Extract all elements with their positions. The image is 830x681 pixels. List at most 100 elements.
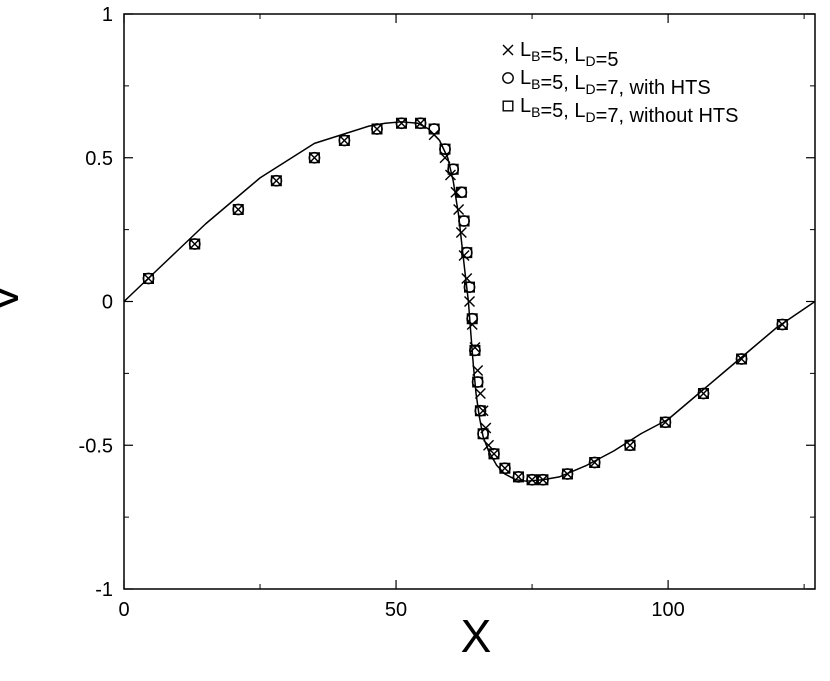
series-3 — [142, 117, 788, 486]
data-point — [189, 238, 201, 250]
data-point — [526, 474, 538, 486]
x-tick-label: 0 — [118, 599, 129, 621]
marker-stroke — [477, 405, 489, 417]
legend-text-part: L — [520, 95, 531, 117]
data-point — [776, 319, 788, 331]
legend-subscript: B — [531, 48, 540, 64]
marker-stroke — [502, 44, 514, 56]
data-point — [458, 250, 470, 261]
legend-label: LB=5, LD=7, without HTS — [520, 95, 738, 127]
data-point — [464, 296, 475, 307]
marker-stroke — [474, 388, 486, 399]
marker-stroke — [458, 250, 470, 261]
curve-line — [123, 121, 816, 482]
legend-text-part: =5, L — [540, 72, 585, 94]
legend-marker — [502, 72, 514, 84]
legend-text-part: L — [520, 67, 531, 89]
legend-text-part: =5 — [596, 49, 619, 71]
data-point — [469, 344, 481, 356]
legend-text-part: =5, L — [540, 100, 585, 122]
series-1 — [142, 117, 788, 486]
marker-stroke — [480, 422, 492, 434]
data-point — [736, 353, 748, 365]
data-point — [142, 273, 154, 285]
data-point — [469, 342, 481, 353]
y-tick-label: -1 — [95, 579, 113, 601]
legend-text-part: =7, without HTS — [596, 105, 739, 127]
data-point — [455, 186, 468, 199]
data-point — [232, 203, 244, 215]
data-point — [415, 117, 427, 129]
data-point — [270, 175, 282, 187]
data-point — [697, 388, 709, 400]
x-tick-label: 50 — [385, 599, 407, 621]
tick-labels: 0 50 100 -1 -0.5 0 0.5 1 — [79, 4, 685, 621]
x-axis-label: X — [461, 610, 492, 662]
legend-text-part: =7, with HTS — [596, 77, 711, 99]
data-point — [472, 365, 484, 376]
data-point — [463, 281, 476, 294]
data-point — [589, 457, 601, 469]
y-tick-label: 0 — [102, 292, 113, 314]
marker-stroke — [483, 439, 495, 451]
axis-ticks — [123, 13, 815, 590]
y-axis-label: V — [0, 282, 28, 313]
legend-item: LB=5, LD=7, with HTS — [502, 67, 711, 99]
legend-item: LB=5, LD=5 — [502, 39, 618, 71]
data-point — [308, 152, 320, 164]
data-points — [142, 117, 789, 486]
data-point — [477, 405, 489, 417]
data-point — [477, 428, 489, 440]
data-point — [472, 376, 484, 388]
data-point — [659, 416, 671, 428]
data-point — [461, 247, 473, 259]
data-point — [474, 405, 486, 417]
data-point — [512, 471, 524, 483]
data-point — [428, 123, 441, 135]
legend-item: LB=5, LD=7, without HTS — [502, 95, 738, 127]
marker-stroke — [453, 204, 465, 215]
data-point — [395, 117, 407, 129]
data-point — [455, 186, 467, 198]
legend-subscript: D — [586, 81, 596, 97]
legend-label: LB=5, LD=5 — [520, 39, 618, 71]
legend-subscript: B — [531, 104, 540, 120]
marker-stroke — [455, 227, 467, 238]
data-point — [444, 169, 456, 181]
y-tick-label: 1 — [102, 4, 113, 26]
fit-curve — [123, 121, 816, 482]
data-point — [488, 448, 500, 460]
series-2 — [142, 117, 789, 486]
data-point — [371, 123, 383, 135]
marker-stroke — [469, 342, 481, 353]
data-point — [624, 439, 636, 451]
x-tick-label: 100 — [651, 599, 684, 621]
legend-marker — [502, 100, 514, 112]
data-point — [458, 215, 470, 227]
marker-stroke — [464, 296, 475, 307]
legend-label: LB=5, LD=7, with HTS — [520, 67, 711, 99]
marker-stroke — [444, 169, 456, 181]
legend-subscript: D — [586, 53, 596, 69]
data-point — [447, 163, 459, 175]
data-point — [480, 422, 492, 434]
data-point — [466, 312, 479, 325]
data-point — [474, 388, 486, 399]
data-point — [537, 474, 549, 486]
data-point — [428, 123, 440, 135]
marker-stroke — [461, 273, 473, 284]
data-point — [561, 468, 573, 480]
data-point — [499, 462, 511, 474]
data-point — [338, 134, 350, 146]
legend-text-part: L — [520, 39, 531, 61]
y-tick-label: 0.5 — [85, 148, 113, 170]
data-point — [439, 143, 451, 155]
data-point — [458, 215, 470, 227]
legend-subscript: D — [586, 109, 596, 125]
legend-marker — [502, 44, 514, 56]
legend-text-part: =5, L — [540, 44, 585, 66]
data-point — [464, 281, 476, 293]
y-tick-label: -0.5 — [79, 435, 113, 457]
